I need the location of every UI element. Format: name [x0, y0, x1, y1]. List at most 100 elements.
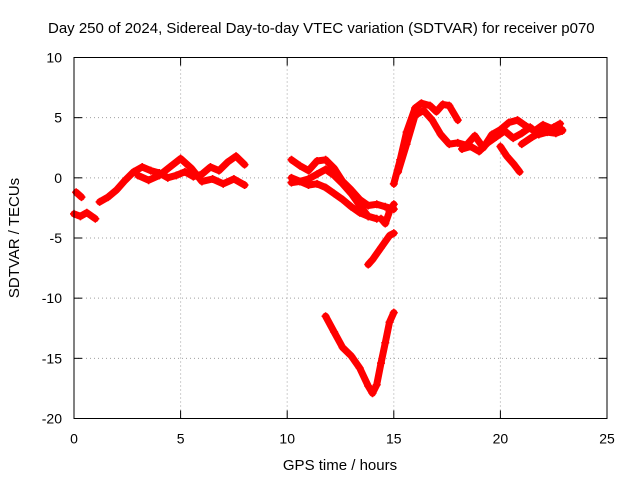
data-point: [558, 125, 567, 134]
data-point: [232, 152, 241, 161]
data-point: [368, 389, 377, 398]
data-point: [321, 155, 330, 164]
data-point: [133, 171, 142, 180]
series-s9: [377, 200, 398, 228]
data-point: [330, 189, 339, 198]
data-point: [77, 193, 86, 202]
data-point: [509, 159, 518, 168]
data-point: [445, 140, 454, 149]
data-point: [385, 207, 394, 216]
data-point: [432, 107, 441, 116]
y-tick-label: -15: [42, 350, 62, 366]
data-point: [355, 201, 364, 210]
series-line: [96, 152, 249, 206]
data-point: [347, 189, 356, 198]
data-point: [338, 179, 347, 188]
data-point: [72, 188, 81, 197]
data-point: [368, 255, 377, 264]
data-point: [313, 170, 322, 179]
data-point: [500, 126, 509, 135]
data-point: [502, 152, 511, 161]
chart-title: Day 250 of 2024, Sidereal Day-to-day VTE…: [48, 20, 595, 37]
data-point: [372, 380, 381, 389]
data-point: [208, 175, 217, 184]
data-point: [496, 142, 505, 151]
data-point: [381, 219, 390, 228]
series-line: [322, 309, 398, 397]
x-tick-label: 5: [177, 431, 185, 447]
y-tick-label: 10: [46, 50, 62, 66]
y-tick-label: -5: [50, 230, 63, 246]
data-point: [453, 116, 462, 125]
x-tick-label: 25: [599, 431, 615, 447]
data-point: [426, 101, 435, 110]
data-point: [338, 195, 347, 204]
data-point: [492, 132, 501, 141]
data-point: [513, 116, 522, 125]
plot-area: [70, 99, 567, 398]
data-point: [155, 171, 164, 180]
data-point: [295, 177, 304, 186]
data-point: [381, 202, 390, 211]
data-point: [438, 100, 447, 109]
data-point: [355, 363, 364, 372]
series-s1: [70, 208, 100, 223]
data-point: [165, 163, 174, 172]
series-line: [72, 188, 85, 201]
y-axis-title: SDTVAR / TECUs: [6, 178, 23, 298]
y-tick-label: -10: [42, 290, 62, 306]
data-point: [389, 179, 398, 188]
data-point: [377, 214, 386, 223]
data-point: [394, 167, 403, 176]
data-point: [475, 147, 484, 156]
data-point: [517, 129, 526, 138]
data-point: [104, 193, 113, 202]
y-tick-label: 0: [54, 170, 62, 186]
x-tick-label: 20: [493, 431, 509, 447]
data-point: [223, 158, 232, 167]
data-point: [385, 231, 394, 240]
axis-ticks: 0 5 10 15 20 25 -20 -15 -10 -5 0 5 10: [42, 50, 615, 447]
data-point: [91, 214, 100, 223]
data-point: [377, 359, 386, 368]
data-point: [214, 166, 223, 175]
data-point: [389, 229, 398, 238]
data-point: [517, 140, 526, 149]
data-point: [176, 154, 185, 163]
series-s3: [95, 152, 249, 206]
data-point: [229, 175, 238, 184]
data-point: [138, 163, 147, 172]
data-point: [313, 156, 322, 165]
data-point: [330, 164, 339, 173]
data-point: [321, 165, 330, 174]
data-point: [187, 164, 196, 173]
data-point: [146, 166, 155, 175]
data-point: [428, 116, 437, 125]
series-line: [70, 209, 99, 223]
data-point: [321, 312, 330, 321]
data-point: [76, 212, 85, 221]
data-point: [372, 200, 381, 209]
data-point: [338, 343, 347, 352]
data-point: [144, 176, 153, 185]
data-point: [304, 166, 313, 175]
data-point: [381, 338, 390, 347]
series-s7: [287, 173, 373, 221]
y-tick-label: 5: [54, 110, 62, 126]
data-point: [402, 140, 411, 149]
data-point: [515, 167, 524, 176]
data-point: [509, 134, 518, 143]
data-point: [129, 167, 138, 176]
series-s2: [72, 188, 86, 202]
data-point: [458, 144, 467, 153]
data-point: [95, 197, 104, 206]
data-point: [330, 327, 339, 336]
y-tick-label: -20: [42, 411, 62, 427]
data-point: [112, 185, 121, 194]
series-s10: [321, 308, 398, 398]
data-point: [364, 382, 373, 391]
data-point: [389, 200, 398, 209]
series-line: [394, 106, 564, 176]
series-line: [496, 143, 524, 176]
